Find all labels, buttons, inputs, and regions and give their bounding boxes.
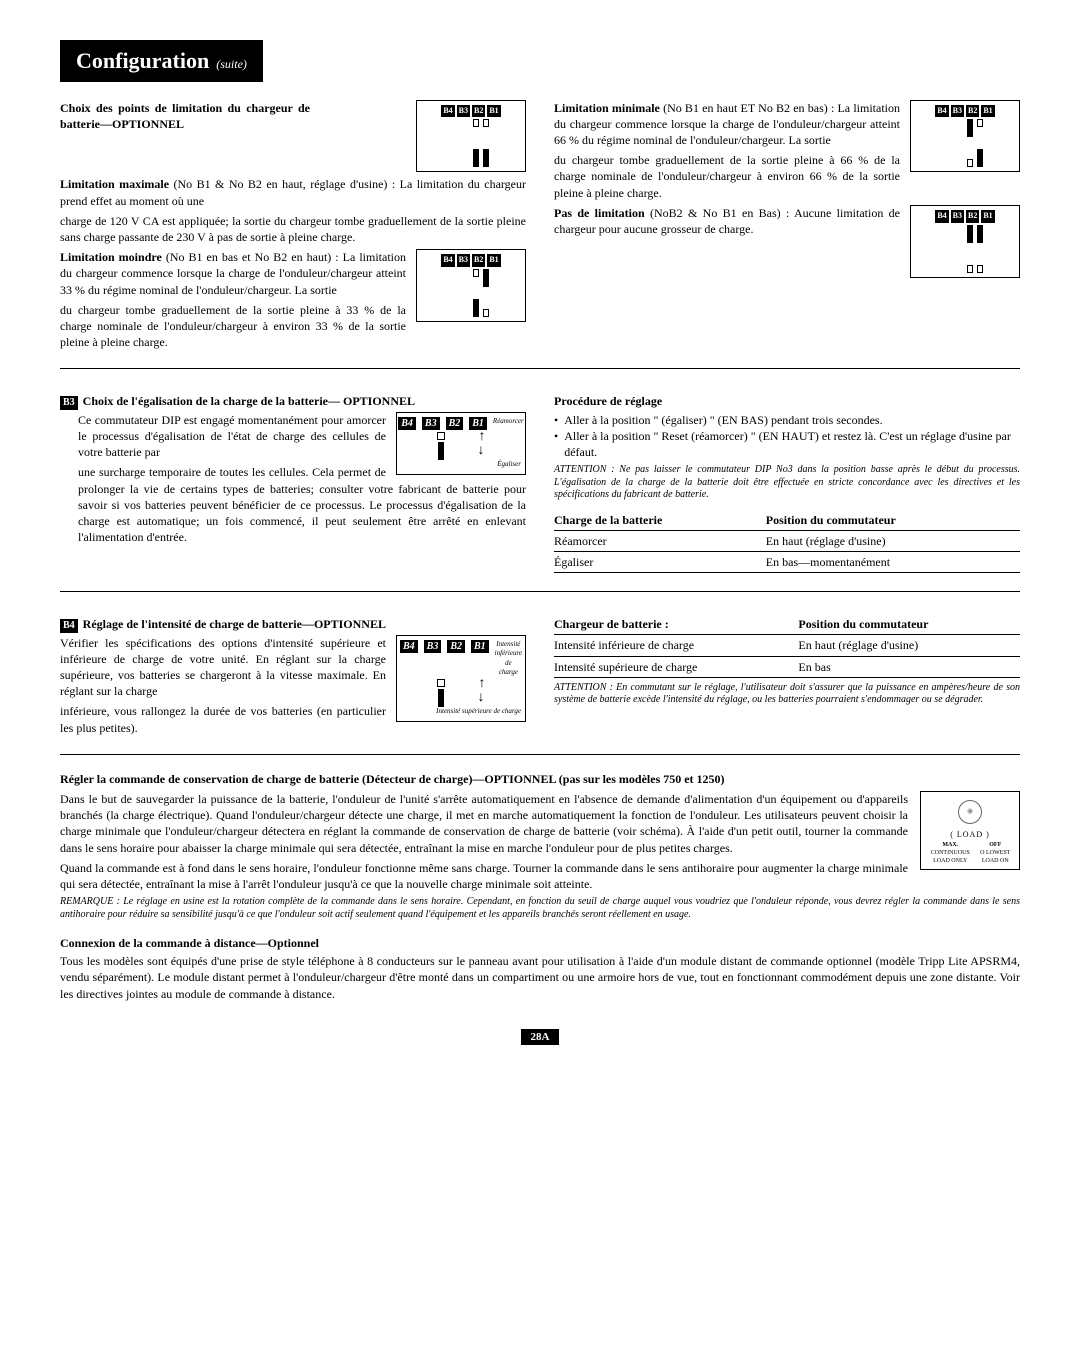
s3-left: B4 Réglage de l'intensité de charge de b… [60, 606, 526, 740]
page-header: Configuration (suite) [60, 40, 263, 82]
s1-max2: charge de 120 V CA est appliquée; la sor… [60, 213, 526, 245]
dip-label: B1 [487, 105, 500, 118]
divider [60, 754, 1020, 755]
dip-diagram-pas: B4 B3 B2 B1 [910, 205, 1020, 278]
dip-label: B2 [472, 105, 485, 118]
right-column: B4 B3 B2 B1 Limitation minimale (No B1 e… [554, 100, 1020, 355]
dial-icon: ◉ [958, 800, 982, 824]
s2-proc-h: Procédure de réglage [554, 393, 1020, 409]
dip-diagram-b4: B4 B3 B2 B1 Intensité inférieure de char… [396, 635, 526, 722]
dip-label: B1 [981, 210, 994, 223]
dip-diagram-min: B4 B3 B2 B1 [910, 100, 1020, 173]
dip-diagram-max: B4 B3 B2 B1 [416, 100, 526, 173]
dip-label: B3 [457, 254, 470, 267]
s2-h: B3 Choix de l'égalisation de la charge d… [60, 393, 526, 410]
s2-b1: Aller à la position " (égaliser) " (EN B… [554, 412, 1020, 428]
s1-h1: Choix des points de limitation du charge… [60, 100, 310, 132]
dip-label: B2 [472, 254, 485, 267]
s2-table: Charge de la batteriePosition du commuta… [554, 510, 1020, 574]
s3-right: Chargeur de batterie :Position du commut… [554, 606, 1020, 740]
dip-label: B4 [441, 105, 454, 118]
dial-load: ( LOAD ) [925, 830, 1015, 841]
dip-diagram-moindre: B4 B3 B2 B1 [416, 249, 526, 322]
dip-label: B2 [966, 105, 979, 118]
dip-label: B4 [935, 210, 948, 223]
dip-label: B3 [951, 105, 964, 118]
divider [60, 591, 1020, 592]
header-suffix: (suite) [216, 57, 247, 71]
s4-rem: REMARQUE : Le réglage en usine est la ro… [60, 896, 1020, 921]
dial-diagram: ◉ ( LOAD ) MAX.CONTINUOUS LOAD ONLY OFFO… [920, 791, 1020, 870]
s2-attn: ATTENTION : Ne pas laisser le commutateu… [554, 464, 1020, 502]
dip-label: B1 [487, 254, 500, 267]
s4-t2: Quand la commande est à fond dans le sen… [60, 860, 1020, 892]
dip-label: B3 [457, 105, 470, 118]
dip-label: B2 [966, 210, 979, 223]
s2-right: Procédure de réglage Aller à la position… [554, 383, 1020, 577]
s1-max: Limitation maximale (No B1 & No B2 en ha… [60, 176, 526, 208]
left-column: Choix des points de limitation du charge… [60, 100, 526, 355]
s2-left: B3 Choix de l'égalisation de la charge d… [60, 383, 526, 577]
divider [60, 368, 1020, 369]
dip-label: B1 [981, 105, 994, 118]
dip-label: B4 [441, 254, 454, 267]
s2-b2: Aller à la position " Reset (réamorcer) … [554, 428, 1020, 460]
page-number: 28A [60, 1028, 1020, 1045]
s3-attn: ATTENTION : En commutant sur le réglage,… [554, 682, 1020, 707]
s4-h: Régler la commande de conservation de ch… [60, 771, 1020, 787]
dip-label: B4 [935, 105, 948, 118]
dip-diagram-b3: B4 B3 B2 B1 Réamorcer ↑ ↓ Égaliser [396, 412, 526, 475]
s3-table: Chargeur de batterie :Position du commut… [554, 614, 1020, 678]
s5-t: Tous les modèles sont équipés d'une pris… [60, 953, 1020, 1002]
header-title: Configuration [76, 48, 209, 73]
dip-label: B3 [951, 210, 964, 223]
s4-t1: Dans le but de sauvegarder la puissance … [60, 791, 1020, 856]
s5-h: Connexion de la commande à distance—Opti… [60, 935, 1020, 951]
s3-h: B4 Réglage de l'intensité de charge de b… [60, 616, 526, 633]
s2-t2: une surcharge temporaire de toutes les c… [60, 464, 526, 545]
